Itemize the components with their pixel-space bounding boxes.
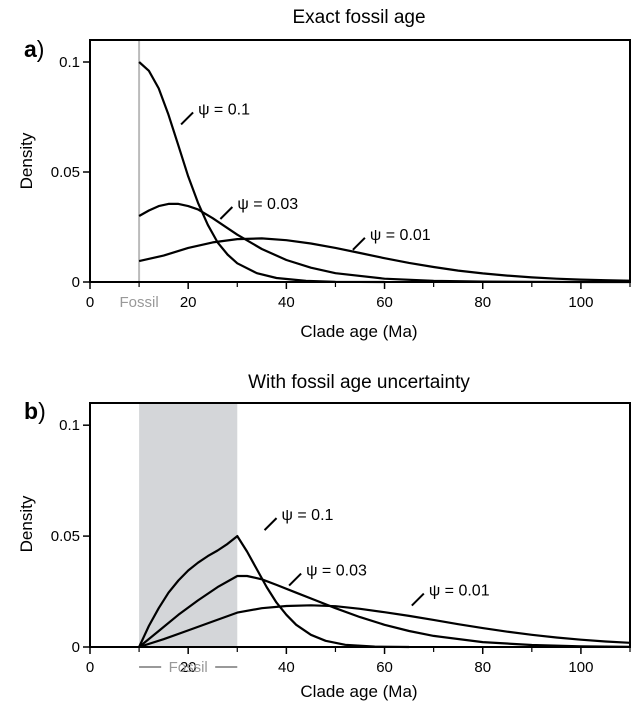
panel-a-series-leader-1 [219,206,234,220]
panel-a-letter-text: a [24,36,37,62]
panel-b-fossil-label: Fossil [169,659,208,676]
panel-b-title: With fossil age uncertainty [248,372,470,393]
panel-a-x-tick-label-5: 100 [568,294,593,311]
panel-b-series-line-1 [138,574,631,648]
panel-b-x-tick-label-4: 80 [474,659,491,676]
panel-a-y-tick-label-0: 0 [72,274,80,291]
panel-a-y-tick-label-1: 0.05 [51,164,80,181]
panel-b-series-label-1: ψ = 0.03 [306,563,367,580]
panel-b-x-tick-label-1: 20 [180,659,197,676]
panel-b-letter: b) [24,398,46,424]
panel-b-x-axis-label: Clade age (Ma) [300,682,417,701]
panel-b-x-tick-label-2: 40 [278,659,295,676]
panel-a-series-leader-0 [180,111,194,126]
panel-a-y-axis-label: Density [17,132,36,189]
panel-b: With fossil age uncertainty b) Clade age… [17,372,631,701]
panel-b-y-tick-label-1: 0.05 [51,528,80,545]
panel-a-series-line-2 [138,237,631,282]
panel-a-x-tick-label-0: 0 [86,294,94,311]
panel-a-series-label-0: ψ = 0.1 [198,101,250,118]
panel-b-letter-paren: ) [38,398,46,424]
panel-b-x-tick-label-0: 0 [86,659,94,676]
panel-b-series-label-2: ψ = 0.01 [429,583,490,600]
panel-b-fossil-band [139,403,238,647]
panel-a-series-label-1: ψ = 0.03 [237,196,298,213]
panel-b-y-tick-label-2: 0.1 [59,417,80,434]
panel-b-series-leader-2 [411,592,425,607]
panel-a-series-label-2: ψ = 0.01 [370,227,431,244]
panel-a-series-leader-2 [352,237,366,251]
panel-a-series-line-0 [138,61,385,284]
panel-a-title: Exact fossil age [292,7,425,28]
panel-b-series-line-0 [138,535,410,649]
panel-a-x-tick-label-2: 40 [278,294,295,311]
panel-a-x-tick-label-3: 60 [376,294,393,311]
panel-a-plot-frame [89,39,631,283]
panel-b-x-tick-label-3: 60 [376,659,393,676]
panel-b-series-leader-0 [263,517,278,531]
panel-b-series-line-2 [138,604,631,649]
panel-b-y-axis-label: Density [17,495,36,552]
panel-a-x-tick-label-1: 20 [180,294,197,311]
panel-a-letter: a) [24,36,44,62]
panel-b-plot-frame [89,402,631,648]
panel-a: Exact fossil age a) Clade age (Ma) Densi… [17,7,631,341]
panel-a-x-axis-label: Clade age (Ma) [300,322,417,341]
panel-a-letter-paren: ) [37,36,45,62]
panel-b-letter-text: b [24,398,38,424]
panel-a-y-tick-label-2: 0.1 [59,54,80,71]
panel-b-x-tick-label-5: 100 [568,659,593,676]
panel-b-series-label-0: ψ = 0.1 [282,507,334,524]
panel-a-fossil-label: Fossil [120,294,159,311]
panel-b-y-tick-label-0: 0 [72,639,80,656]
panel-a-x-tick-label-4: 80 [474,294,491,311]
panel-b-series-leader-1 [288,572,302,587]
